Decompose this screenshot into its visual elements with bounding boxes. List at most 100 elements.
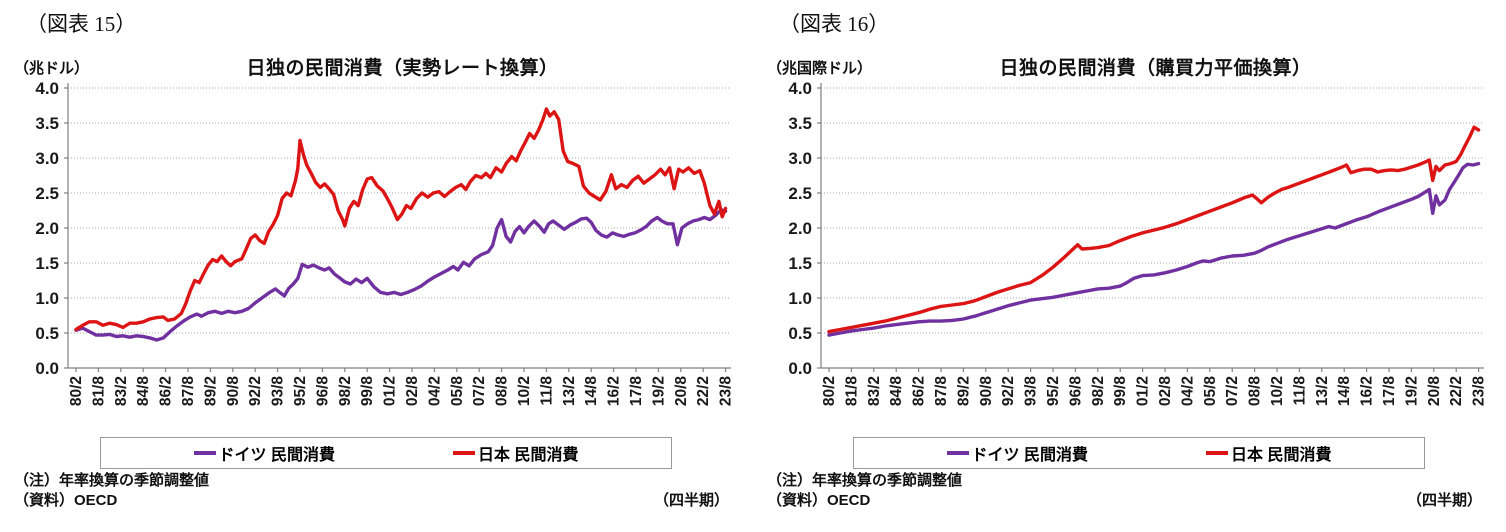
svg-text:92/2: 92/2 — [247, 376, 264, 406]
svg-text:84/8: 84/8 — [135, 376, 152, 407]
svg-text:86/2: 86/2 — [158, 376, 175, 406]
svg-text:17/8: 17/8 — [1381, 376, 1398, 407]
svg-text:0.0: 0.0 — [788, 359, 812, 378]
note-annotation: （注）年率換算の季節調整値 — [767, 472, 963, 489]
svg-text:2.5: 2.5 — [788, 184, 812, 203]
svg-text:3.0: 3.0 — [788, 149, 812, 168]
panel-figure-15: （図表 15） （兆ドル） 日独の民間消費（実勢レート換算） 0.0 0.5 1.0… — [14, 12, 735, 509]
y-axis-unit-label: （兆ドル） — [14, 60, 90, 77]
svg-text:22/2: 22/2 — [1448, 376, 1465, 406]
svg-text:95/2: 95/2 — [292, 376, 309, 406]
svg-text:08/8: 08/8 — [1247, 376, 1264, 407]
svg-text:0.5: 0.5 — [35, 324, 59, 343]
svg-text:83/2: 83/2 — [866, 376, 883, 406]
germany-line-swatch — [946, 451, 969, 455]
x-axis-unit-label: （四半期） — [1406, 492, 1482, 509]
svg-text:95/2: 95/2 — [1045, 376, 1062, 406]
svg-text:0.0: 0.0 — [35, 359, 59, 378]
legend-item-germany: ドイツ 民間消費 — [193, 441, 335, 465]
legend-label-japan: 日本 民間消費 — [478, 447, 579, 464]
svg-text:89/2: 89/2 — [955, 376, 972, 406]
svg-text:90/8: 90/8 — [978, 376, 995, 407]
svg-text:87/8: 87/8 — [180, 376, 197, 407]
legend: ドイツ 民間消費 日本 民間消費 — [853, 437, 1425, 469]
svg-text:93/8: 93/8 — [270, 376, 287, 407]
svg-text:1.0: 1.0 — [35, 289, 59, 308]
svg-text:01/2: 01/2 — [1135, 376, 1152, 406]
svg-text:93/8: 93/8 — [1023, 376, 1040, 407]
svg-text:19/2: 19/2 — [1403, 376, 1420, 406]
svg-text:04/2: 04/2 — [1179, 376, 1196, 406]
svg-text:92/2: 92/2 — [1000, 376, 1017, 406]
panel-figure-16: （図表 16） （兆国際ドル） 日独の民間消費（購買力平価換算） 0.0 0.5 1… — [753, 0, 1506, 532]
svg-text:08/8: 08/8 — [494, 376, 511, 407]
svg-text:98/2: 98/2 — [1090, 376, 1107, 406]
svg-text:07/2: 07/2 — [1224, 376, 1241, 406]
svg-text:07/2: 07/2 — [471, 376, 488, 406]
svg-text:10/2: 10/2 — [1269, 376, 1286, 406]
svg-text:02/8: 02/8 — [404, 376, 421, 407]
svg-text:1.0: 1.0 — [788, 289, 812, 308]
svg-text:80/2: 80/2 — [68, 376, 85, 406]
svg-text:23/8: 23/8 — [1471, 376, 1488, 407]
svg-text:02/8: 02/8 — [1157, 376, 1174, 407]
chart-title: 日独の民間消費（購買力平価換算） — [999, 58, 1312, 79]
svg-text:1.5: 1.5 — [35, 254, 59, 273]
x-axis-unit-label: （四半期） — [653, 492, 729, 509]
svg-text:86/2: 86/2 — [911, 376, 928, 406]
svg-text:20/8: 20/8 — [1426, 376, 1443, 407]
svg-text:99/8: 99/8 — [1112, 376, 1129, 407]
svg-text:2.0: 2.0 — [788, 219, 812, 238]
svg-text:11/8: 11/8 — [1291, 376, 1308, 406]
svg-text:17/8: 17/8 — [628, 376, 645, 407]
svg-text:13/2: 13/2 — [1314, 376, 1331, 406]
svg-text:20/8: 20/8 — [673, 376, 690, 407]
svg-text:14/8: 14/8 — [583, 376, 600, 407]
legend: ドイツ 民間消費 日本 民間消費 — [100, 437, 672, 469]
svg-text:13/2: 13/2 — [561, 376, 578, 406]
figure-caption: （図表 15） — [26, 12, 137, 36]
svg-text:2.0: 2.0 — [35, 219, 59, 238]
svg-text:1.5: 1.5 — [788, 254, 812, 273]
svg-text:05/8: 05/8 — [449, 376, 466, 407]
plot-area: 0.0 0.5 1.0 1.5 2.0 2.5 3.0 3.5 4.0 80/2 81/8 83/2 8… — [35, 79, 734, 407]
svg-text:3.0: 3.0 — [35, 149, 59, 168]
svg-text:01/2: 01/2 — [382, 376, 399, 406]
svg-text:3.5: 3.5 — [35, 114, 59, 133]
svg-text:3.5: 3.5 — [788, 114, 812, 133]
svg-text:0.5: 0.5 — [788, 324, 812, 343]
svg-text:10/2: 10/2 — [516, 376, 533, 406]
figure-caption: （図表 16） — [779, 12, 890, 36]
note-annotation: （注）年率換算の季節調整値 — [14, 472, 210, 489]
note-source: （資料）OECD — [14, 492, 118, 509]
plot-area: 0.0 0.5 1.0 1.5 2.0 2.5 3.0 3.5 4.0 80/2 81/8 83/2 8… — [788, 79, 1488, 407]
svg-text:05/8: 05/8 — [1202, 376, 1219, 407]
japan-line-swatch — [1206, 451, 1228, 455]
svg-text:89/2: 89/2 — [202, 376, 219, 406]
japan-line-swatch — [453, 451, 475, 455]
svg-text:98/2: 98/2 — [337, 376, 354, 406]
svg-text:04/2: 04/2 — [426, 376, 443, 406]
legend-item-japan: 日本 民間消費 — [453, 441, 578, 465]
svg-text:87/8: 87/8 — [933, 376, 950, 407]
svg-text:80/2: 80/2 — [821, 376, 838, 406]
svg-text:4.0: 4.0 — [35, 79, 59, 98]
legend-item-japan: 日本 民間消費 — [1206, 441, 1331, 465]
svg-text:81/8: 81/8 — [90, 376, 107, 407]
svg-text:96/8: 96/8 — [314, 376, 331, 407]
svg-text:2.5: 2.5 — [35, 184, 59, 203]
svg-text:90/8: 90/8 — [225, 376, 242, 407]
note-source: （資料）OECD — [767, 492, 871, 509]
svg-text:14/8: 14/8 — [1336, 376, 1353, 407]
legend-label-germany: ドイツ 民間消費 — [218, 447, 335, 464]
svg-text:83/2: 83/2 — [113, 376, 130, 406]
svg-text:96/8: 96/8 — [1067, 376, 1084, 407]
legend-label-germany: ドイツ 民間消費 — [971, 447, 1088, 464]
svg-text:22/2: 22/2 — [695, 376, 712, 406]
svg-text:4.0: 4.0 — [788, 79, 812, 98]
svg-text:84/8: 84/8 — [888, 376, 905, 407]
y-axis-unit-label: （兆国際ドル） — [767, 60, 873, 77]
svg-text:16/2: 16/2 — [606, 376, 623, 406]
svg-text:19/2: 19/2 — [650, 376, 667, 406]
